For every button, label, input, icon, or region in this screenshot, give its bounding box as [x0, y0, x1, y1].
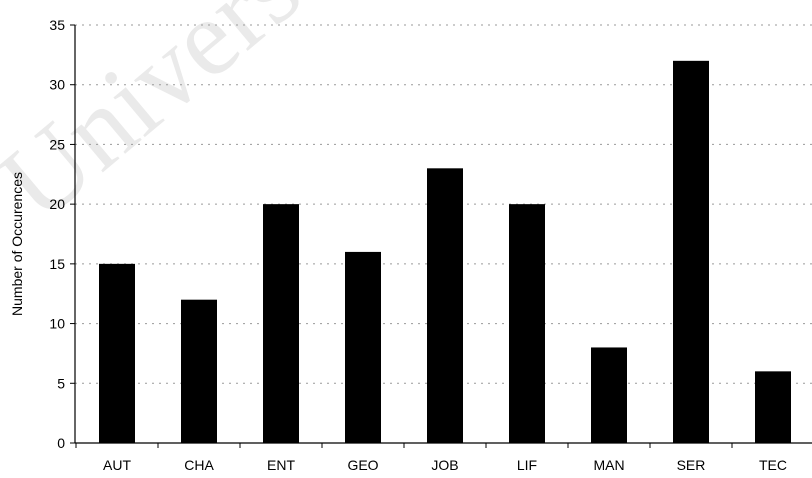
- bar-cha: [181, 299, 217, 443]
- y-tick-label: 10: [49, 316, 65, 332]
- x-tick-label: JOB: [431, 457, 458, 473]
- y-tick-label: 25: [49, 136, 65, 152]
- bar-job: [427, 168, 463, 444]
- y-tick-label: 0: [57, 435, 65, 451]
- y-tick-label: 20: [49, 196, 65, 212]
- x-tick-label: TEC: [759, 457, 787, 473]
- x-tick-label: MAN: [593, 457, 624, 473]
- bar-aut: [99, 263, 135, 443]
- x-tick-label: CHA: [184, 457, 214, 473]
- bar-ent: [263, 204, 299, 443]
- y-axis-label: Number of Occurences: [9, 172, 25, 316]
- y-tick-label: 5: [57, 375, 65, 391]
- x-tick-label: SER: [677, 457, 706, 473]
- axes: [70, 24, 812, 448]
- bar-ser: [673, 60, 709, 443]
- x-tick-label: ENT: [267, 457, 295, 473]
- bar-man: [591, 347, 627, 443]
- x-tick-label: AUT: [103, 457, 131, 473]
- bar-lif: [509, 204, 545, 443]
- y-tick-label: 30: [49, 77, 65, 93]
- x-tick-label: LIF: [517, 457, 537, 473]
- bar-series: [99, 60, 791, 444]
- y-tick-labels: 0 5 10 15 20 25 30 35: [49, 17, 65, 451]
- y-tick-label: 35: [49, 17, 65, 33]
- y-tick-label: 15: [49, 256, 65, 272]
- bar-geo: [345, 251, 381, 443]
- bar-tec: [755, 371, 791, 443]
- x-tick-label: GEO: [347, 457, 378, 473]
- x-tick-labels: AUT CHA ENT GEO JOB LIF MAN SER TEC: [103, 457, 787, 473]
